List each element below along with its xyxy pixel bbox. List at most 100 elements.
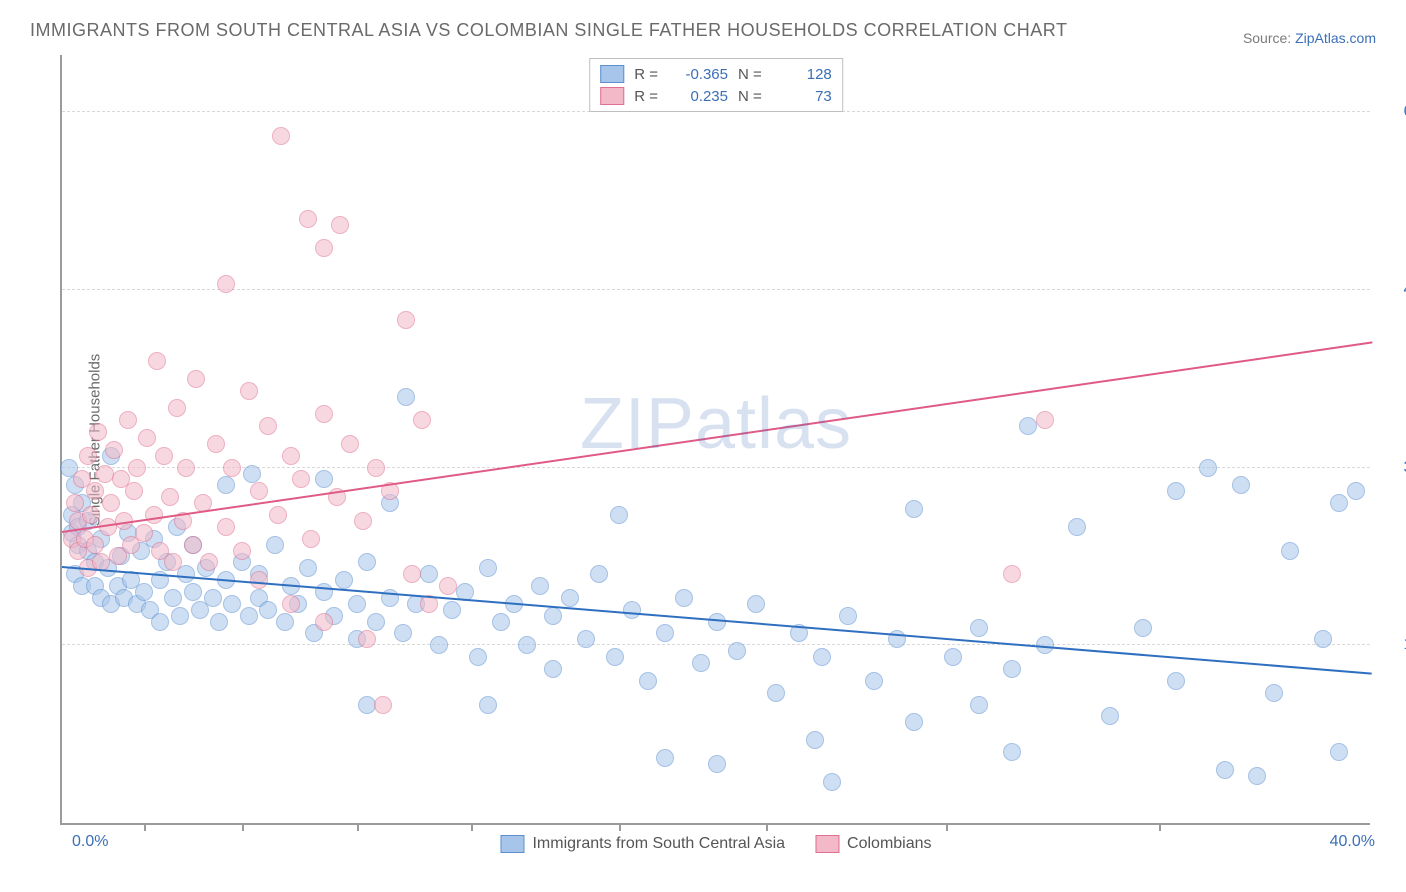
- gridline: [62, 289, 1370, 290]
- legend-n-sca: 128: [772, 66, 832, 83]
- data-point: [577, 630, 595, 648]
- data-point: [243, 465, 261, 483]
- data-point: [403, 565, 421, 583]
- data-point: [358, 696, 376, 714]
- data-point: [86, 536, 104, 554]
- chart-title: IMMIGRANTS FROM SOUTH CENTRAL ASIA VS CO…: [30, 20, 1067, 41]
- data-point: [315, 583, 333, 601]
- data-point: [561, 589, 579, 607]
- data-point: [479, 696, 497, 714]
- data-point: [299, 210, 317, 228]
- plot-container: Single Father Households ZIPatlas R = -0…: [60, 55, 1370, 825]
- data-point: [823, 773, 841, 791]
- data-point: [430, 636, 448, 654]
- data-point: [544, 607, 562, 625]
- data-point: [282, 447, 300, 465]
- trend-line: [62, 341, 1372, 533]
- data-point: [177, 459, 195, 477]
- data-point: [397, 311, 415, 329]
- data-point: [282, 595, 300, 613]
- data-point: [1330, 494, 1348, 512]
- data-point: [164, 553, 182, 571]
- x-tick-mark: [357, 823, 359, 831]
- data-point: [204, 589, 222, 607]
- data-point: [747, 595, 765, 613]
- legend-correlation: R = -0.365 N = 128 R = 0.235 N = 73: [589, 58, 843, 112]
- data-point: [1003, 565, 1021, 583]
- data-point: [367, 459, 385, 477]
- data-point: [168, 399, 186, 417]
- data-point: [102, 494, 120, 512]
- data-point: [96, 465, 114, 483]
- data-point: [413, 411, 431, 429]
- data-point: [728, 642, 746, 660]
- watermark-zip: ZIP: [580, 384, 695, 464]
- legend-r-sca: -0.365: [668, 66, 728, 83]
- gridline: [62, 644, 1370, 645]
- data-point: [1101, 707, 1119, 725]
- legend-r-label: R =: [634, 88, 658, 105]
- data-point: [531, 577, 549, 595]
- data-point: [272, 127, 290, 145]
- data-point: [250, 482, 268, 500]
- data-point: [315, 470, 333, 488]
- data-point: [331, 216, 349, 234]
- data-point: [1347, 482, 1365, 500]
- data-point: [675, 589, 693, 607]
- data-point: [420, 565, 438, 583]
- data-point: [970, 696, 988, 714]
- y-tick-label: 1.5%: [1380, 636, 1406, 654]
- data-point: [1134, 619, 1152, 637]
- x-tick-mark: [144, 823, 146, 831]
- data-point: [1232, 476, 1250, 494]
- data-point: [1167, 482, 1185, 500]
- legend-swatch-col-2: [815, 835, 839, 853]
- legend-r-col: 0.235: [668, 88, 728, 105]
- legend-swatch-col: [600, 87, 624, 105]
- data-point: [335, 571, 353, 589]
- data-point: [1314, 630, 1332, 648]
- data-point: [518, 636, 536, 654]
- data-point: [623, 601, 641, 619]
- data-point: [944, 648, 962, 666]
- source-link[interactable]: ZipAtlas.com: [1295, 30, 1376, 46]
- data-point: [1019, 417, 1037, 435]
- data-point: [259, 417, 277, 435]
- data-point: [397, 388, 415, 406]
- data-point: [217, 518, 235, 536]
- data-point: [210, 613, 228, 631]
- x-tick-mark: [619, 823, 621, 831]
- legend-n-label: N =: [738, 66, 762, 83]
- data-point: [348, 595, 366, 613]
- data-point: [315, 239, 333, 257]
- data-point: [217, 476, 235, 494]
- data-point: [639, 672, 657, 690]
- data-point: [233, 542, 251, 560]
- data-point: [1265, 684, 1283, 702]
- data-point: [656, 624, 674, 642]
- data-point: [606, 648, 624, 666]
- data-point: [138, 429, 156, 447]
- data-point: [1248, 767, 1266, 785]
- data-point: [544, 660, 562, 678]
- data-point: [1216, 761, 1234, 779]
- data-point: [135, 524, 153, 542]
- data-point: [89, 423, 107, 441]
- data-point: [367, 613, 385, 631]
- data-point: [469, 648, 487, 666]
- legend-n-col: 73: [772, 88, 832, 105]
- data-point: [443, 601, 461, 619]
- data-point: [171, 607, 189, 625]
- data-point: [128, 459, 146, 477]
- data-point: [394, 624, 412, 642]
- data-point: [1003, 743, 1021, 761]
- y-tick-label: 6.0%: [1380, 103, 1406, 121]
- data-point: [184, 583, 202, 601]
- x-axis-min-label: 0.0%: [72, 833, 108, 851]
- data-point: [358, 553, 376, 571]
- data-point: [276, 613, 294, 631]
- data-point: [905, 500, 923, 518]
- legend-item-sca: Immigrants from South Central Asia: [500, 835, 785, 853]
- data-point: [905, 713, 923, 731]
- y-tick-label: 4.5%: [1380, 281, 1406, 299]
